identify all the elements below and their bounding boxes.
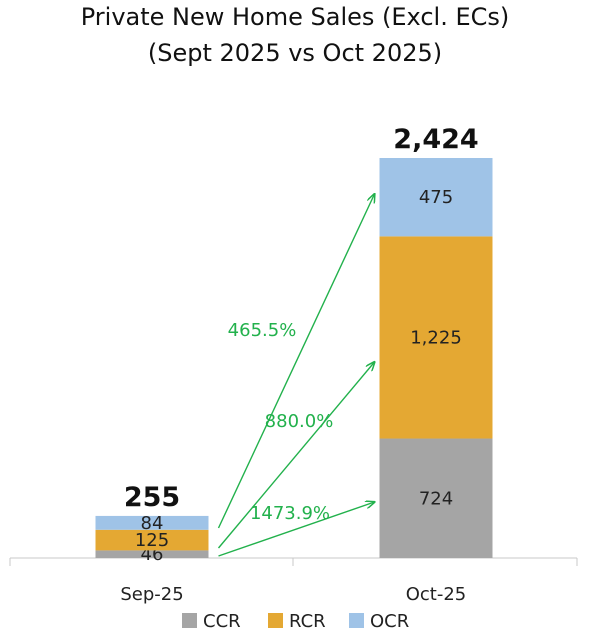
legend-swatch-rcr (268, 613, 283, 628)
bar-segment-rcr (379, 236, 493, 439)
data-label: 475 (419, 187, 453, 208)
growth-arrow-rcr (217, 362, 375, 549)
category-label: Sep-25 (120, 584, 183, 605)
bar-segment-ccr (95, 550, 209, 558)
total-label: 2,424 (393, 124, 478, 155)
legend-swatch-ccr (182, 613, 197, 628)
chart-title: Private New Home Sales (Excl. ECs) (81, 3, 510, 31)
legend-label-rcr: RCR (289, 611, 326, 632)
legend-label-ccr: CCR (203, 611, 241, 632)
bar-segment-rcr (95, 529, 209, 551)
legend: CCR RCR OCR (182, 611, 409, 632)
growth-label-rcr: 880.0% (265, 411, 334, 432)
bar-segment-ocr (95, 515, 209, 530)
bar-segment-ocr (379, 158, 493, 237)
growth-arrow-ocr (217, 194, 375, 529)
data-label: 84 (141, 513, 164, 534)
chart-subtitle: (Sept 2025 vs Oct 2025) (148, 39, 442, 67)
total-label: 255 (124, 482, 180, 513)
growth-arrow-ccr (218, 502, 375, 557)
category-label: Oct-25 (406, 584, 467, 605)
data-label: 724 (419, 488, 453, 509)
plot-area: 4612584255Sep-257241,2254752,424Oct-2514… (9, 124, 578, 605)
data-label: 1,225 (410, 327, 462, 348)
legend-swatch-ocr (349, 613, 364, 628)
growth-label-ccr: 1473.9% (250, 503, 330, 524)
data-label: 125 (135, 530, 169, 551)
legend-label-ocr: OCR (370, 611, 409, 632)
bar-segment-ccr (379, 438, 493, 558)
growth-label-ocr: 465.5% (228, 320, 297, 341)
